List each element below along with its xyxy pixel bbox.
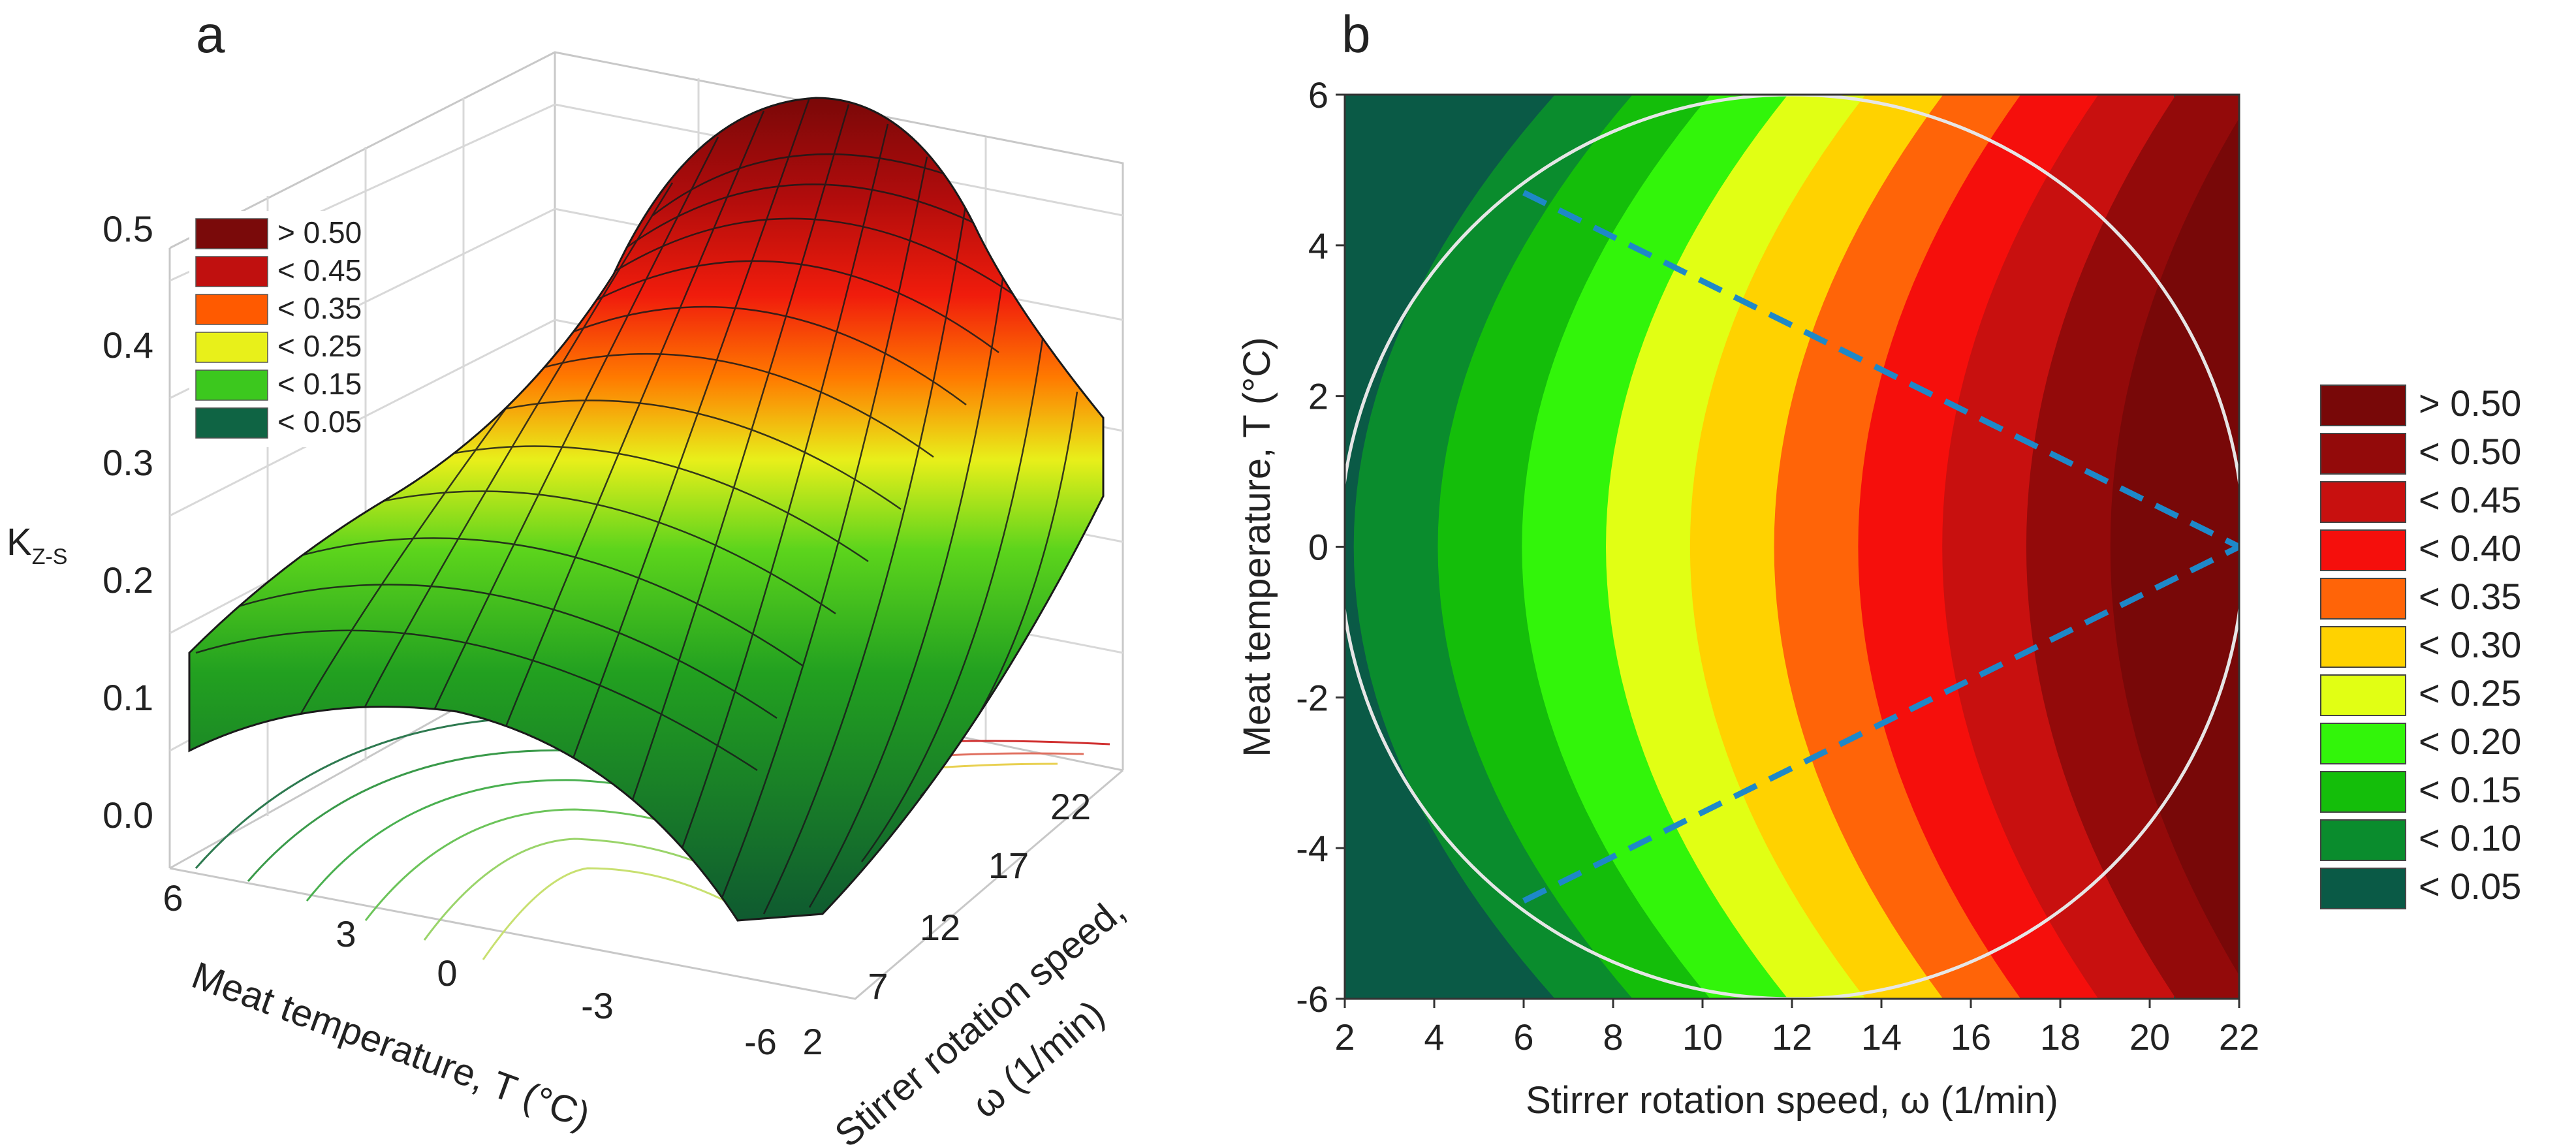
legend-b-label: < 0.20 <box>2419 721 2521 762</box>
legend-b-label: < 0.10 <box>2419 817 2521 858</box>
legend-b-swatch <box>2320 433 2406 475</box>
omega-tick: 7 <box>868 966 888 1007</box>
panel-a-legend: > 0.50 < 0.45 < 0.35 < 0.25 < 0.15 < 0.05 <box>189 211 362 447</box>
legend-b-swatch <box>2320 819 2406 861</box>
panel-a-letter: a <box>196 5 225 63</box>
x-tick-label: 10 <box>1682 1016 1723 1058</box>
x-tick-label: 6 <box>1513 1016 1533 1058</box>
legend-a-swatch <box>195 332 268 363</box>
contour-bands <box>1353 95 2239 999</box>
x-tick-label: 16 <box>1951 1016 1991 1058</box>
legend-a-swatch <box>195 369 268 401</box>
legend-a-label: < 0.05 <box>277 405 362 439</box>
y-tick-label: 0 <box>1308 527 1328 568</box>
omega-tick: 2 <box>802 1021 823 1062</box>
temp-tick: 3 <box>336 913 356 954</box>
x-tick-label: 2 <box>1334 1016 1355 1058</box>
panel-b-y-axis: 6 4 2 0 -2 -4 -6 <box>1296 74 1345 1020</box>
omega-tick: 12 <box>920 907 960 948</box>
y-tick-label: 4 <box>1308 225 1328 266</box>
legend-b-swatch <box>2320 578 2406 620</box>
legend-a-label: < 0.35 <box>277 291 362 325</box>
panel-b-legend: > 0.50 < 0.50 < 0.45 < 0.40 < 0.35 < 0.30 < 0.… <box>2320 383 2521 909</box>
z-tick: 0.0 <box>102 794 153 836</box>
y-tick-label: 2 <box>1308 376 1328 417</box>
temp-tick: 6 <box>163 877 183 919</box>
panel-a-z-axis: 0.0 0.1 0.2 0.3 0.4 0.5 KZ-S <box>7 208 153 836</box>
legend-b-label: < 0.25 <box>2419 672 2521 714</box>
x-tick-label: 4 <box>1424 1016 1444 1058</box>
omega-tick: 22 <box>1050 786 1091 827</box>
y-tick-label: -6 <box>1296 979 1328 1020</box>
z-tick: 0.3 <box>102 442 153 483</box>
legend-b-label: < 0.15 <box>2419 769 2521 810</box>
legend-b-label: < 0.35 <box>2419 576 2521 617</box>
legend-b-swatch <box>2320 868 2406 909</box>
z-tick: 0.2 <box>102 559 153 601</box>
legend-a-label: < 0.45 <box>277 253 362 287</box>
legend-b-swatch <box>2320 529 2406 571</box>
contour-overlay <box>1345 95 2239 999</box>
panel-a-temp-axis: 6 3 0 -3 -6 Meat temperature, T (°C) <box>163 877 776 1137</box>
temp-tick: 0 <box>437 952 457 994</box>
y-tick-label: -2 <box>1296 677 1328 718</box>
legend-b-label: < 0.05 <box>2419 866 2521 907</box>
temp-tick: -3 <box>581 985 614 1026</box>
panel-b-x-axis: 2 4 6 8 10 12 14 16 18 20 22 <box>1334 999 2259 1058</box>
x-tick-label: 12 <box>1772 1016 1812 1058</box>
x-tick-label: 20 <box>2129 1016 2170 1058</box>
z-axis-label: KZ-S <box>7 521 67 569</box>
legend-b-label: < 0.45 <box>2419 479 2521 520</box>
panel-b-x-axis-label: Stirrer rotation speed, ω (1/min) <box>1526 1079 2058 1122</box>
temp-axis-label: Meat temperature, T (°C) <box>187 954 596 1137</box>
x-tick-label: 14 <box>1861 1016 1902 1058</box>
legend-a-label: > 0.50 <box>277 215 362 249</box>
legend-b-label: < 0.50 <box>2419 431 2521 472</box>
legend-a-swatch <box>195 407 268 439</box>
dashed-boundary-line <box>1522 544 2239 903</box>
legend-b-label: > 0.50 <box>2419 383 2521 424</box>
dashed-boundary-line <box>1522 190 2239 550</box>
legend-a-label: < 0.15 <box>277 367 362 401</box>
legend-b-label: < 0.30 <box>2419 624 2521 665</box>
legend-b-swatch <box>2320 723 2406 764</box>
x-tick-label: 8 <box>1603 1016 1623 1058</box>
y-tick-label: -4 <box>1296 828 1328 869</box>
legend-b-label: < 0.40 <box>2419 527 2521 569</box>
omega-tick: 17 <box>988 845 1029 886</box>
z-tick: 0.5 <box>102 208 153 249</box>
x-tick-label: 22 <box>2219 1016 2259 1058</box>
legend-b-swatch <box>2320 626 2406 668</box>
z-tick: 0.1 <box>102 677 153 718</box>
legend-b-swatch <box>2320 385 2406 426</box>
panel-b-y-axis-label: Meat temperature, T (°C) <box>1236 337 1278 757</box>
legend-b-swatch <box>2320 674 2406 716</box>
legend-b-swatch <box>2320 771 2406 813</box>
x-tick-label: 18 <box>2040 1016 2081 1058</box>
temp-tick: -6 <box>744 1021 777 1062</box>
legend-a-label: < 0.25 <box>277 329 362 363</box>
contour-band <box>2110 118 2239 975</box>
panel-b-letter: b <box>1342 5 1371 63</box>
legend-a-swatch <box>195 294 268 325</box>
z-tick: 0.4 <box>102 324 153 366</box>
panel-a-surface-chart: a <box>7 5 1133 1147</box>
legend-a-swatch <box>195 256 268 287</box>
legend-a-swatch <box>195 218 268 249</box>
legend-b-swatch <box>2320 481 2406 523</box>
y-tick-label: 6 <box>1308 74 1328 116</box>
